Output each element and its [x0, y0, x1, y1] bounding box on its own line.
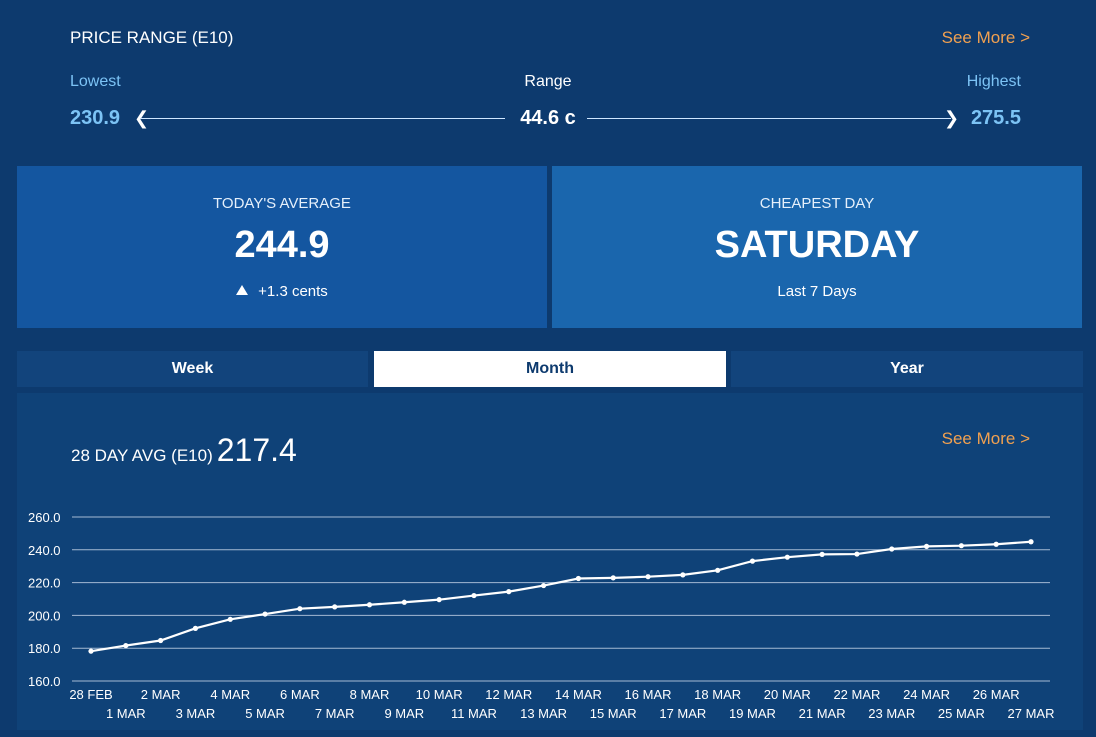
x-tick-label: 27 MAR [1008, 706, 1055, 721]
data-point [297, 606, 303, 612]
x-tick-label: 16 MAR [625, 687, 672, 702]
tab-month[interactable]: Month [374, 351, 726, 387]
triangle-up-icon [236, 285, 249, 295]
x-tick-label: 12 MAR [485, 687, 532, 702]
todays-average-title: TODAY'S AVERAGE [213, 195, 351, 212]
x-tick-label: 18 MAR [694, 687, 741, 702]
data-point [889, 546, 895, 552]
lowest-value: 230.9 [70, 107, 121, 129]
todays-average-change: +1.3 cents [17, 283, 547, 300]
data-point [1028, 539, 1034, 545]
data-point [88, 648, 94, 654]
data-point [575, 575, 582, 582]
y-tick-label: 180.0 [28, 641, 61, 656]
data-point [471, 592, 477, 599]
y-tick-label: 160.0 [28, 674, 61, 689]
data-point [540, 582, 547, 589]
data-point [401, 599, 407, 605]
x-tick-label: 17 MAR [659, 706, 706, 721]
todays-average-value: 244.9 [234, 224, 330, 266]
x-tick-label: 5 MAR [245, 706, 285, 721]
x-tick-label: 2 MAR [141, 687, 181, 702]
x-tick-label: 8 MAR [350, 687, 390, 702]
see-more-link-chart[interactable]: See More > [941, 429, 1030, 448]
lowest-label: Lowest [70, 73, 121, 90]
data-point [158, 637, 164, 644]
data-point [332, 604, 338, 610]
chart-panel [17, 393, 1083, 730]
x-tick-label: 26 MAR [973, 687, 1020, 702]
series-line [90, 540, 1032, 653]
x-tick-label: 9 MAR [384, 706, 424, 721]
x-tick-label: 13 MAR [520, 706, 567, 721]
x-tick-label: 11 MAR [451, 706, 497, 721]
range-label: Range [524, 73, 572, 90]
x-tick-label: 21 MAR [799, 706, 846, 721]
data-point [610, 575, 616, 581]
arrow-right-icon: ❯ [944, 108, 960, 128]
price-range-title: PRICE RANGE (E10) [70, 28, 234, 47]
y-tick-label: 240.0 [28, 543, 61, 558]
x-tick-label: 25 MAR [938, 706, 985, 721]
x-tick-label: 10 MAR [416, 687, 463, 702]
avg-heading: 28 DAY AVG (E10) 217.4 [71, 432, 297, 469]
tab-week[interactable]: Week [17, 351, 368, 387]
data-point [366, 602, 373, 608]
x-tick-label: 22 MAR [833, 687, 880, 702]
x-tick-label: 23 MAR [868, 706, 915, 721]
data-point [923, 543, 930, 549]
data-point [958, 543, 964, 549]
data-point [262, 611, 268, 617]
data-point [854, 551, 860, 557]
change-text: +1.3 cents [258, 283, 328, 300]
data-point [506, 589, 512, 595]
data-point [680, 572, 686, 578]
cheapest-day-value: SATURDAY [714, 224, 920, 266]
x-tick-label: 20 MAR [764, 687, 811, 702]
y-tick-label: 260.0 [28, 510, 61, 525]
data-point [819, 551, 825, 557]
cheapest-day-subtitle: Last 7 Days [777, 283, 857, 300]
x-tick-label: 3 MAR [176, 706, 216, 721]
y-tick-label: 220.0 [28, 576, 61, 591]
data-point [784, 554, 790, 560]
cheapest-day-title: CHEAPEST DAY [759, 195, 875, 212]
x-tick-label: 28 FEB [69, 687, 112, 702]
x-tick-label: 6 MAR [280, 687, 320, 702]
x-tick-label: 14 MAR [555, 687, 602, 702]
see-more-link-price-range[interactable]: See More > [941, 28, 1030, 47]
data-point [192, 625, 199, 631]
data-point [123, 642, 129, 649]
range-line-right [587, 118, 951, 119]
data-point [645, 574, 651, 580]
range-value: 44.6 c [520, 107, 576, 129]
data-point [227, 616, 233, 622]
avg-value: 217.4 [216, 432, 297, 468]
highest-label: Highest [966, 73, 1021, 90]
x-tick-label: 1 MAR [106, 706, 146, 721]
x-tick-label: 24 MAR [903, 687, 950, 702]
x-tick-label: 7 MAR [315, 706, 355, 721]
todays-average-card: TODAY'S AVERAGE 244.9 +1.3 cents [17, 166, 547, 328]
data-point [436, 597, 442, 603]
x-tick-label: 4 MAR [210, 687, 250, 702]
x-tick-label: 15 MAR [590, 706, 637, 721]
tab-year[interactable]: Year [731, 351, 1083, 387]
data-point [993, 541, 999, 547]
avg-label: 28 DAY AVG (E10) [71, 446, 213, 465]
data-point [715, 567, 721, 573]
y-tick-label: 200.0 [28, 608, 61, 623]
data-point [749, 558, 756, 564]
cheapest-day-card: CHEAPEST DAY SATURDAY Last 7 Days [552, 166, 1082, 328]
highest-value: 275.5 [970, 107, 1021, 129]
range-line-left [140, 118, 505, 119]
x-tick-label: 19 MAR [729, 706, 776, 721]
